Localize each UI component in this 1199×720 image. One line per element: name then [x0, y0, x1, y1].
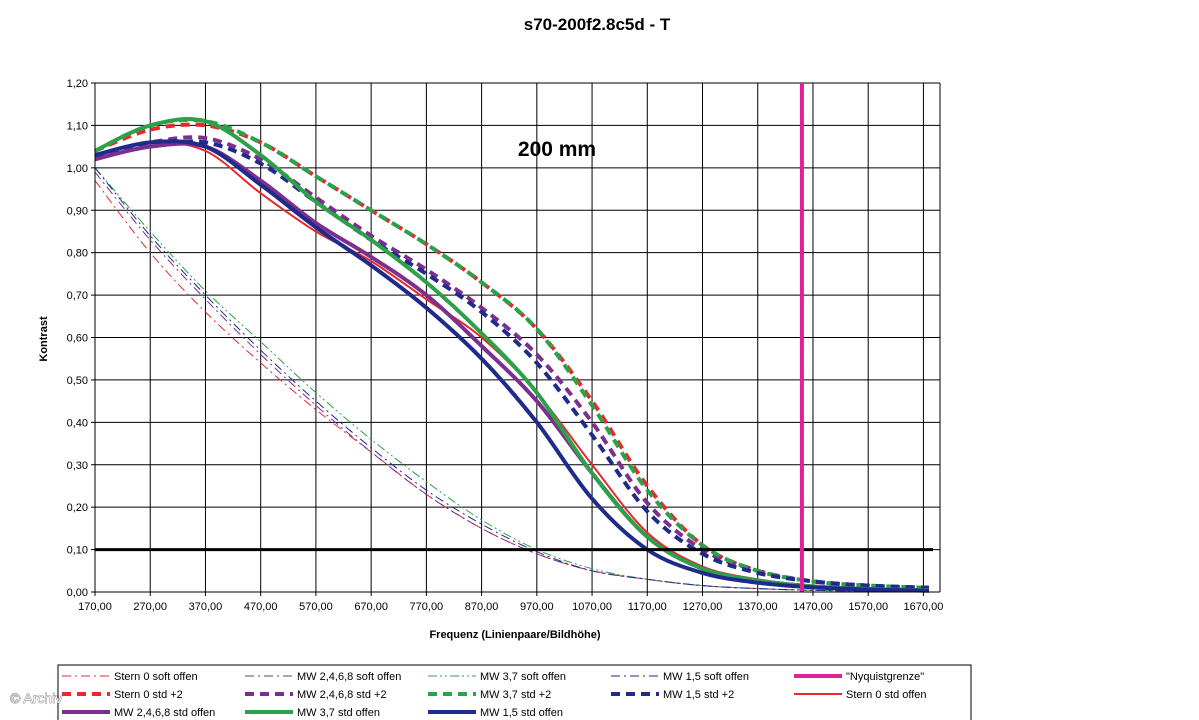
- legend-label: Stern 0 std +2: [114, 689, 183, 701]
- x-tick-label: 670,00: [354, 601, 388, 613]
- legend-label: MW 2,4,6,8 std offen: [114, 707, 215, 719]
- y-tick-label: 0,10: [67, 545, 88, 557]
- focal-length-annotation: 200 mm: [518, 138, 596, 161]
- y-tick-label: 0,40: [67, 417, 88, 429]
- y-tick-label: 0,70: [67, 290, 88, 302]
- x-tick-label: 170,00: [78, 601, 112, 613]
- legend-label: MW 1,5 soft offen: [663, 671, 749, 683]
- y-tick-label: 1,10: [67, 120, 88, 132]
- series-layer: [94, 117, 930, 593]
- y-tick-label: 0,80: [67, 248, 88, 260]
- legend-label: MW 3,7 std offen: [297, 707, 380, 719]
- x-tick-label: 770,00: [410, 601, 444, 613]
- legend-label: MW 2,4,6,8 std +2: [297, 689, 387, 701]
- y-axis-title: Kontrast: [38, 316, 50, 362]
- x-tick-label: 470,00: [244, 601, 278, 613]
- x-tick-label: 1670,00: [904, 601, 944, 613]
- x-tick-label: 1570,00: [848, 601, 888, 613]
- x-tick-label: 370,00: [189, 601, 223, 613]
- x-tick-label: 1370,00: [738, 601, 778, 613]
- legend-label: MW 1,5 std offen: [480, 707, 563, 719]
- legend: Stern 0 soft offen MW 2,4,6,8 soft offen M…: [57, 664, 972, 720]
- y-tick-label: 0,30: [67, 460, 88, 472]
- x-tick-label: 1470,00: [793, 601, 833, 613]
- chart-title: s70-200f2.8c5d - T: [524, 15, 671, 34]
- series-line-8: [94, 139, 930, 590]
- y-tick-label: 0,90: [67, 205, 88, 217]
- axes: 170,00 270,00 370,00 470,00 570,00 670,00 770,…: [67, 78, 944, 613]
- y-tick-label: 1,00: [67, 163, 88, 175]
- legend-label: Stern 0 std offen: [846, 689, 927, 701]
- reference-lines: [95, 83, 933, 592]
- x-tick-label: 970,00: [520, 601, 554, 613]
- series-line-2: [94, 167, 930, 593]
- x-axis-title: Frequenz (Linienpaare/Bildhöhe): [429, 629, 600, 641]
- y-tick-label: 0,60: [67, 333, 88, 345]
- legend-label: MW 3,7 std +2: [480, 689, 551, 701]
- y-tick-label: 1,20: [67, 78, 88, 90]
- watermark: © Archiv: [10, 690, 62, 706]
- legend-label: "Nyquistgrenze": [846, 671, 924, 683]
- x-tick-label: 870,00: [465, 601, 499, 613]
- y-tick-label: 0,50: [67, 375, 88, 387]
- x-tick-label: 570,00: [299, 601, 333, 613]
- legend-label: MW 2,4,6,8 soft offen: [297, 671, 401, 683]
- legend-label: MW 1,5 std +2: [663, 689, 734, 701]
- x-tick-label: 1070,00: [572, 601, 612, 613]
- y-tick-label: 0,20: [67, 502, 88, 514]
- legend-label: MW 3,7 soft offen: [480, 671, 566, 683]
- x-tick-label: 270,00: [133, 601, 167, 613]
- x-tick-label: 1170,00: [628, 601, 667, 613]
- series-line-1: [94, 171, 930, 593]
- series-line-12: [94, 139, 930, 593]
- series-line-0: [94, 180, 930, 593]
- x-tick-label: 1270,00: [683, 601, 723, 613]
- y-tick-label: 0,00: [67, 587, 88, 599]
- legend-label: Stern 0 soft offen: [114, 671, 198, 683]
